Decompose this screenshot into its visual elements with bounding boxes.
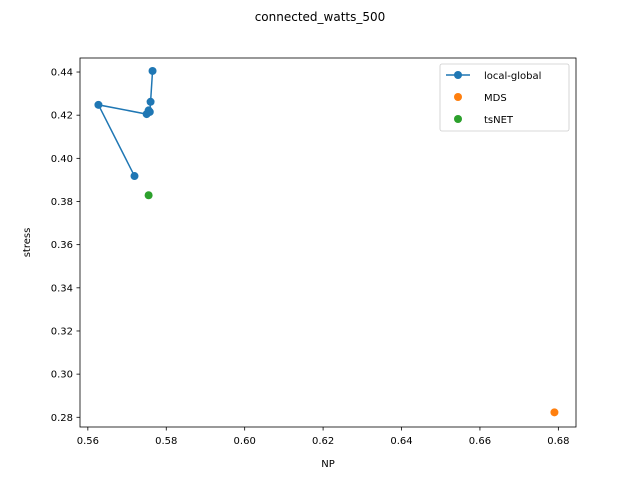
y-tick-label: 0.40 bbox=[51, 154, 73, 165]
legend-label: local-global bbox=[484, 71, 541, 82]
legend-item: MDS bbox=[454, 93, 507, 104]
y-tick-label: 0.44 bbox=[51, 68, 73, 79]
legend-label: tsNET bbox=[484, 115, 514, 126]
legend-label: MDS bbox=[484, 93, 507, 104]
series-local-global bbox=[94, 66, 157, 181]
y-tick-label: 0.30 bbox=[51, 370, 73, 381]
legend-box bbox=[439, 63, 570, 132]
x-axis-ticks: 0.56 0.58 0.60 0.62 0.64 0.66 0.68 bbox=[77, 427, 569, 447]
y-tick-label: 0.36 bbox=[51, 240, 73, 251]
x-tick-label: 0.64 bbox=[390, 436, 412, 447]
legend-marker bbox=[454, 71, 462, 79]
series-mds bbox=[550, 408, 559, 417]
chart-title: connected_watts_500 bbox=[255, 10, 386, 24]
y-tick-label: 0.34 bbox=[51, 283, 73, 294]
legend-marker bbox=[454, 115, 462, 123]
x-tick-label: 0.60 bbox=[234, 436, 256, 447]
y-tick-label: 0.42 bbox=[51, 111, 73, 122]
y-axis-ticks: 0.28 0.30 0.32 0.34 0.36 0.38 0.40 0.42 0.44 bbox=[51, 68, 80, 424]
y-axis-label: stress bbox=[22, 228, 33, 258]
y-tick-label: 0.28 bbox=[51, 413, 73, 424]
x-tick-label: 0.62 bbox=[312, 436, 334, 447]
x-tick-label: 0.68 bbox=[547, 436, 569, 447]
series-layer bbox=[94, 66, 559, 417]
x-tick-label: 0.58 bbox=[155, 436, 177, 447]
y-tick-label: 0.38 bbox=[51, 197, 73, 208]
axes-frame bbox=[79, 57, 577, 428]
legend: local-global MDS tsNET bbox=[439, 63, 570, 132]
x-tick-label: 0.56 bbox=[77, 436, 99, 447]
series-tsnet bbox=[144, 191, 153, 200]
data-point bbox=[144, 191, 153, 200]
data-point bbox=[142, 110, 151, 119]
data-point bbox=[148, 66, 157, 75]
data-point bbox=[146, 97, 155, 106]
legend-marker bbox=[454, 93, 462, 101]
x-axis-label: NP bbox=[321, 459, 335, 470]
data-point bbox=[94, 100, 103, 109]
y-tick-label: 0.32 bbox=[51, 326, 73, 337]
legend-item: tsNET bbox=[454, 115, 514, 126]
data-point bbox=[550, 408, 559, 417]
legend-item: local-global bbox=[446, 71, 541, 82]
data-point bbox=[130, 172, 139, 181]
x-tick-label: 0.66 bbox=[469, 436, 491, 447]
